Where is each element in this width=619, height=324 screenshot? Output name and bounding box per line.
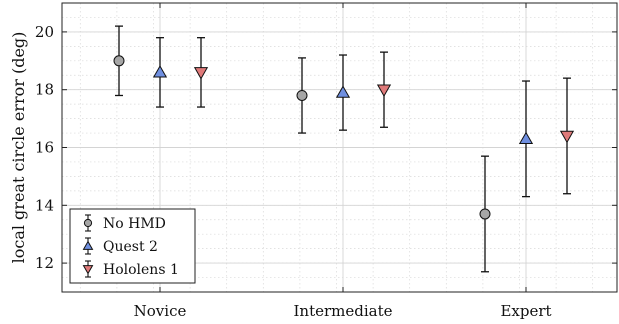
data-point <box>479 208 491 220</box>
data-point <box>296 89 308 101</box>
data-point <box>113 55 125 67</box>
legend-marker <box>82 240 94 250</box>
data-point <box>376 84 392 97</box>
y-tick-label: 20 <box>35 23 54 41</box>
legend: No HMD Quest 2 Hololens 1 <box>69 208 196 284</box>
legend-marker <box>82 265 94 275</box>
axes: 12 14 16 18 20 Novice Intermediate Expert local … <box>9 2 618 320</box>
data-point <box>193 67 209 80</box>
series-quest-2 <box>152 37 534 198</box>
y-tick-label: 18 <box>35 81 54 99</box>
y-axis-label: local great circle error (deg) <box>9 32 28 264</box>
series-hololens-1 <box>193 37 575 195</box>
y-tick-label: 14 <box>35 196 54 214</box>
x-tick-label: Intermediate <box>293 302 392 320</box>
data-point <box>335 85 351 98</box>
data-marks <box>113 25 575 273</box>
x-tick-label: Novice <box>134 302 187 320</box>
legend-label: No HMD <box>103 216 166 232</box>
data-point <box>152 65 168 78</box>
legend-label: Hololens 1 <box>103 262 179 278</box>
legend-marker <box>83 218 93 228</box>
legend-label: Quest 2 <box>103 239 158 255</box>
x-tick-label: Expert <box>500 302 551 320</box>
series-no-hmd <box>113 25 491 273</box>
y-tick-label: 12 <box>35 254 54 272</box>
data-point <box>518 131 534 145</box>
y-tick-label: 16 <box>35 139 54 157</box>
data-point <box>559 130 575 144</box>
